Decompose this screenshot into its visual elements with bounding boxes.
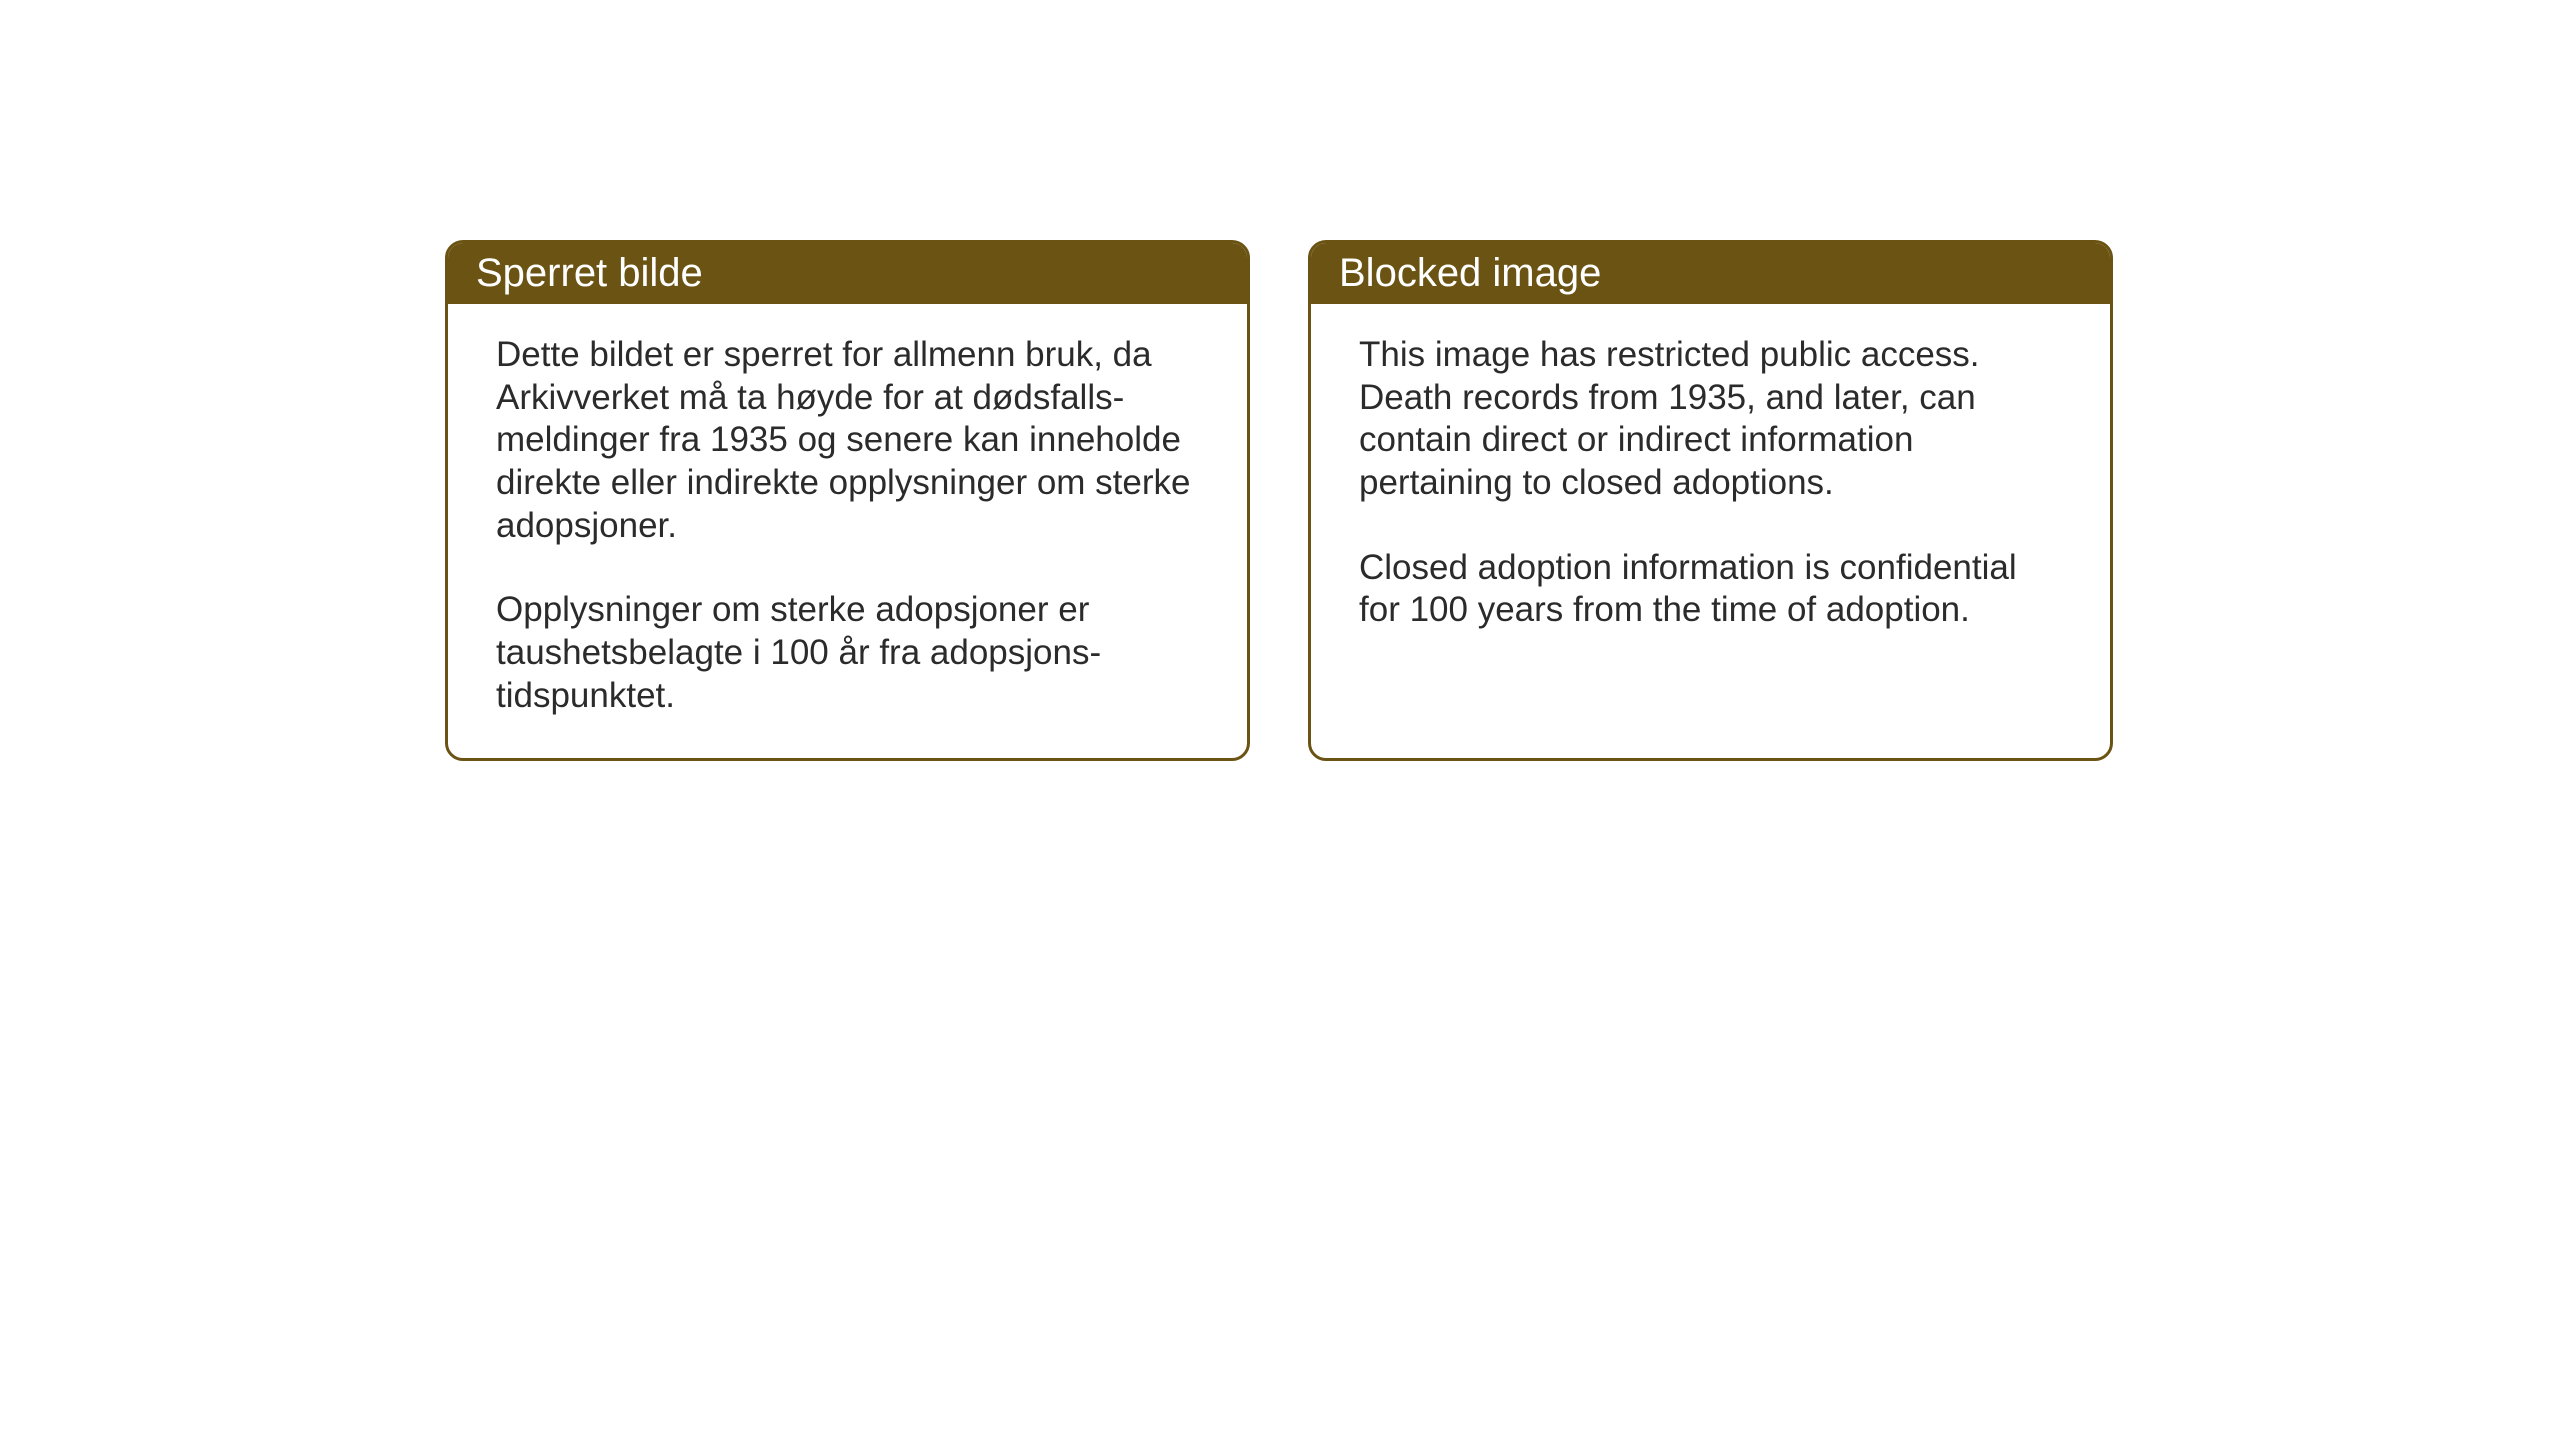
notice-title-english: Blocked image bbox=[1339, 251, 1601, 295]
notice-box-norwegian: Sperret bilde Dette bildet er sperret fo… bbox=[445, 240, 1250, 761]
notice-body-english: This image has restricted public access.… bbox=[1311, 304, 2110, 672]
notice-header-english: Blocked image bbox=[1311, 243, 2110, 304]
notice-paragraph-2-norwegian: Opplysninger om sterke adopsjoner er tau… bbox=[496, 589, 1199, 717]
notice-header-norwegian: Sperret bilde bbox=[448, 243, 1247, 304]
notice-box-english: Blocked image This image has restricted … bbox=[1308, 240, 2113, 761]
notice-paragraph-2-english: Closed adoption information is confident… bbox=[1359, 547, 2062, 632]
notice-title-norwegian: Sperret bilde bbox=[476, 251, 703, 295]
notice-container: Sperret bilde Dette bildet er sperret fo… bbox=[445, 240, 2113, 761]
notice-paragraph-1-norwegian: Dette bildet er sperret for allmenn bruk… bbox=[496, 334, 1199, 547]
notice-body-norwegian: Dette bildet er sperret for allmenn bruk… bbox=[448, 304, 1247, 758]
notice-paragraph-1-english: This image has restricted public access.… bbox=[1359, 334, 2062, 505]
